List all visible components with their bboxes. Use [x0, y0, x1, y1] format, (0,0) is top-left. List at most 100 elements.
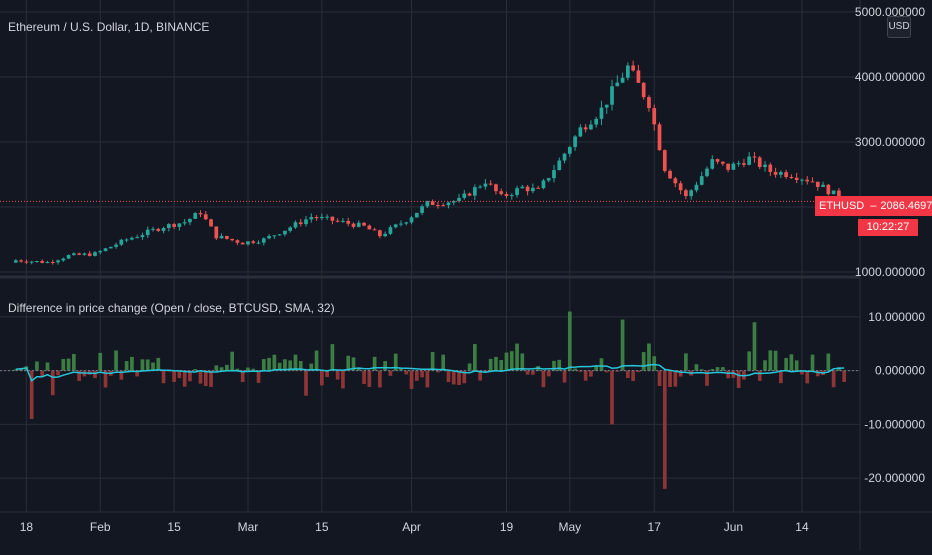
candle-body: [441, 205, 446, 207]
price-tick-label: 4000.000000: [855, 70, 925, 84]
histogram-bar: [72, 353, 76, 371]
candle-body: [298, 222, 303, 225]
histogram-bar: [256, 370, 261, 383]
histogram-bar: [757, 370, 762, 381]
time-tick-label: Jun: [724, 520, 743, 534]
candle-body: [203, 214, 208, 220]
candle-body: [283, 230, 287, 235]
candle-body: [668, 170, 672, 179]
histogram-bar: [172, 370, 176, 382]
candle-body: [119, 239, 124, 245]
candle-body: [198, 213, 203, 215]
candle-body: [573, 136, 577, 148]
histogram-bar: [567, 311, 572, 371]
histogram-bar: [13, 369, 18, 371]
candle-body: [821, 184, 825, 187]
histogram-bar: [720, 367, 725, 371]
histogram-bar: [705, 370, 709, 386]
histogram-bar: [604, 370, 609, 373]
histogram-bar: [66, 358, 71, 371]
candle-body: [293, 222, 298, 228]
histogram-bar: [298, 361, 303, 371]
indicator-title: Difference in price change (Open / close…: [8, 301, 335, 315]
candle-body: [267, 236, 271, 239]
candle-body: [726, 163, 730, 170]
candles: [0, 60, 860, 265]
candle-body: [499, 191, 504, 195]
histogram-bar: [145, 359, 150, 371]
histogram-bar: [319, 370, 324, 386]
price-tick-label: 1000.000000: [855, 265, 925, 279]
candle-body: [752, 156, 757, 158]
candle-body: [478, 186, 482, 188]
histogram-bar: [362, 370, 366, 384]
candle-body: [103, 248, 108, 251]
candle-body: [335, 220, 340, 222]
histogram-bar: [457, 370, 461, 385]
candle-body: [330, 216, 335, 221]
histogram-bar: [330, 344, 335, 371]
histogram-bar: [399, 368, 403, 371]
candle-body: [108, 246, 113, 249]
candle-body: [631, 65, 635, 71]
histogram-bar: [562, 370, 567, 383]
candle-body: [446, 202, 451, 206]
histogram-bar: [557, 359, 562, 371]
candle-body: [589, 124, 593, 130]
histogram-bar: [251, 368, 256, 371]
candle-body: [720, 161, 725, 164]
candle-body: [40, 261, 45, 263]
candle-body: [715, 159, 720, 162]
candle-body: [562, 153, 567, 161]
histogram-bar: [436, 370, 440, 373]
histogram: [0, 311, 860, 489]
histogram-bar: [209, 370, 213, 387]
histogram-bar: [77, 370, 81, 381]
candle-body: [50, 262, 55, 264]
candle-body: [288, 227, 293, 231]
candle-body: [230, 238, 234, 241]
candle-body: [604, 104, 609, 108]
time-tick-label: 14: [795, 520, 809, 534]
histogram-bar: [198, 370, 203, 384]
currency-button[interactable]: USD: [887, 16, 911, 38]
candle-body: [626, 65, 630, 78]
time-tick-label: 17: [648, 520, 662, 534]
histogram-bar: [356, 367, 361, 371]
candle-body: [219, 235, 224, 239]
histogram-bar: [831, 370, 836, 388]
candle-body: [736, 163, 741, 165]
candle-body: [483, 183, 488, 187]
histogram-bar: [789, 354, 794, 371]
time-tick-label: 15: [315, 520, 329, 534]
histogram-bar: [335, 370, 340, 380]
histogram-bar: [29, 370, 34, 419]
histogram-bar: [531, 370, 535, 375]
histogram-bar: [261, 359, 266, 371]
candle-body: [757, 157, 762, 168]
candle-body: [567, 147, 572, 154]
histogram-bar: [657, 370, 662, 386]
candle-body: [436, 205, 440, 207]
candle-body: [177, 223, 182, 227]
histogram-bar: [673, 370, 678, 387]
histogram-bar: [610, 370, 614, 425]
candle-body: [641, 82, 646, 98]
time-tick-label: Apr: [402, 520, 421, 534]
candle-body: [29, 261, 34, 263]
candle-body: [800, 179, 804, 181]
candle-body: [93, 252, 97, 256]
candle-body: [784, 172, 788, 177]
histogram-bar: [552, 360, 556, 371]
histogram-bar: [478, 370, 482, 381]
histogram-bar: [225, 364, 229, 371]
histogram-bar: [800, 370, 804, 375]
histogram-bar: [467, 363, 472, 371]
histogram-bar: [583, 370, 588, 381]
histogram-bar: [124, 361, 129, 371]
histogram-bar: [752, 322, 757, 371]
candle-body: [684, 190, 688, 197]
